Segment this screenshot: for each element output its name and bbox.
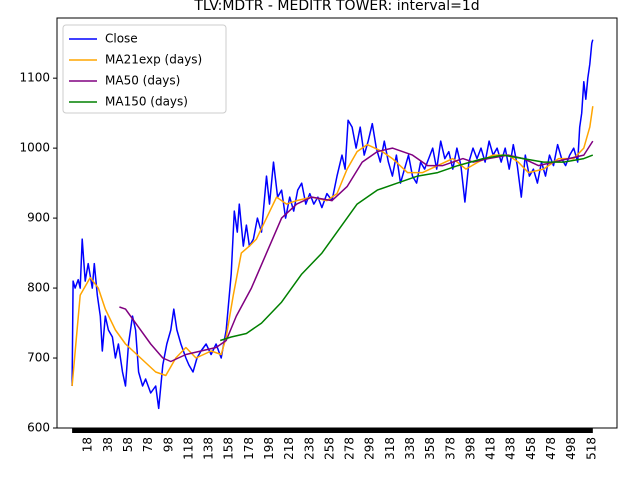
- x-tick-label: 398: [463, 437, 477, 460]
- x-tick-label: 458: [524, 437, 538, 460]
- x-tick-label: 38: [101, 437, 115, 452]
- x-tick-label: 238: [302, 437, 316, 460]
- x-tick-label: 98: [161, 437, 175, 452]
- x-tick-label: 378: [443, 437, 457, 460]
- plot-frame: [56, 17, 618, 429]
- x-tick-label: 118: [181, 437, 195, 460]
- x-tick-label: 518: [584, 437, 598, 460]
- legend-label: MA50 (days): [105, 74, 180, 88]
- x-tick-label: 158: [222, 437, 236, 460]
- x-tick-label: 18: [81, 437, 95, 452]
- legend: Close MA21exp (days) MA50 (days) MA150 (day…: [62, 24, 227, 114]
- y-tick-label: 1100: [19, 71, 50, 85]
- x-tick-label: 278: [343, 437, 357, 460]
- y-tick-label: 600: [27, 421, 50, 435]
- x-tick-label: 338: [403, 437, 417, 460]
- x-tick-label: 418: [484, 437, 498, 460]
- x-tick-label: 478: [544, 437, 558, 460]
- legend-label: Close: [105, 32, 138, 46]
- x-tick-label: 58: [121, 437, 135, 452]
- x-tick-label: 358: [423, 437, 437, 460]
- y-tick-label: 1000: [19, 141, 50, 155]
- x-tick-label: 138: [202, 437, 216, 460]
- legend-frame: [62, 24, 227, 114]
- series-line: [71, 39, 594, 410]
- x-tick-label: 178: [242, 437, 256, 460]
- x-tick-label: 498: [564, 437, 578, 460]
- x-tick-label: 318: [383, 437, 397, 460]
- x-tick-label: 258: [322, 437, 336, 460]
- series-line: [119, 140, 594, 363]
- y-tick-label: 800: [27, 281, 50, 295]
- y-tick-label: 700: [27, 351, 50, 365]
- tick-band: [72, 428, 593, 433]
- legend-label: MA150 (days): [105, 95, 188, 109]
- x-tick-label: 78: [141, 437, 155, 452]
- y-tick-label: 900: [27, 211, 50, 225]
- x-tick-label: 298: [363, 437, 377, 460]
- series-line: [219, 154, 594, 342]
- x-tick-label: 198: [262, 437, 276, 460]
- chart-title: TLV:MDTR - MEDITR TOWER: interval=1d: [193, 0, 479, 14]
- legend-label: MA21exp (days): [105, 53, 202, 67]
- x-tick-label: 218: [282, 437, 296, 460]
- x-tick-label: 438: [504, 437, 518, 460]
